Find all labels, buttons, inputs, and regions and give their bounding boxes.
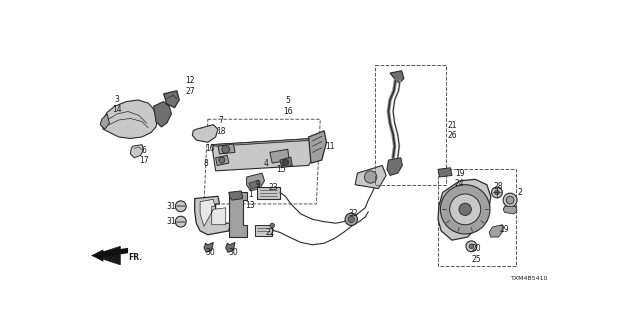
Polygon shape bbox=[212, 139, 316, 171]
Polygon shape bbox=[503, 206, 517, 214]
Polygon shape bbox=[229, 191, 243, 200]
Text: FR.: FR. bbox=[129, 253, 143, 262]
Polygon shape bbox=[200, 199, 226, 226]
Circle shape bbox=[270, 223, 275, 228]
Polygon shape bbox=[164, 91, 179, 108]
Circle shape bbox=[175, 216, 186, 227]
Text: TXM4B5410: TXM4B5410 bbox=[511, 276, 548, 281]
Polygon shape bbox=[249, 180, 260, 189]
Text: 31: 31 bbox=[166, 202, 176, 211]
Polygon shape bbox=[154, 101, 172, 127]
Polygon shape bbox=[438, 168, 452, 177]
Text: 3
14: 3 14 bbox=[113, 95, 122, 114]
Text: 7
18: 7 18 bbox=[216, 116, 226, 136]
Polygon shape bbox=[216, 156, 229, 165]
Polygon shape bbox=[92, 249, 103, 262]
Polygon shape bbox=[193, 124, 218, 142]
Circle shape bbox=[492, 187, 502, 198]
Text: 30: 30 bbox=[228, 248, 238, 257]
Text: 22: 22 bbox=[265, 228, 275, 237]
Polygon shape bbox=[308, 131, 326, 163]
Text: 23: 23 bbox=[269, 182, 278, 191]
Text: 8: 8 bbox=[204, 159, 209, 168]
Circle shape bbox=[219, 157, 225, 163]
Polygon shape bbox=[387, 158, 403, 175]
Polygon shape bbox=[438, 179, 491, 240]
Bar bbox=[438, 169, 516, 266]
Polygon shape bbox=[195, 196, 234, 235]
Text: 6
17: 6 17 bbox=[139, 146, 148, 165]
Polygon shape bbox=[270, 149, 289, 163]
Text: 32: 32 bbox=[348, 210, 358, 219]
Circle shape bbox=[282, 159, 289, 165]
Circle shape bbox=[459, 203, 472, 215]
Text: 21
26: 21 26 bbox=[447, 121, 457, 140]
Text: 29: 29 bbox=[500, 225, 509, 234]
Circle shape bbox=[450, 194, 481, 225]
Text: 19
24: 19 24 bbox=[455, 169, 465, 188]
Circle shape bbox=[175, 201, 186, 212]
Polygon shape bbox=[246, 173, 264, 191]
Polygon shape bbox=[355, 165, 386, 188]
Text: 11: 11 bbox=[325, 142, 334, 151]
Circle shape bbox=[348, 216, 355, 222]
Circle shape bbox=[466, 241, 477, 252]
Text: 2: 2 bbox=[518, 188, 523, 197]
Polygon shape bbox=[229, 192, 246, 237]
Text: 5
16: 5 16 bbox=[283, 96, 292, 116]
Polygon shape bbox=[131, 145, 143, 158]
Polygon shape bbox=[100, 114, 109, 129]
Polygon shape bbox=[390, 71, 404, 83]
Polygon shape bbox=[489, 225, 503, 237]
Circle shape bbox=[440, 185, 490, 234]
Text: 4: 4 bbox=[264, 159, 268, 168]
Polygon shape bbox=[218, 144, 235, 154]
Circle shape bbox=[364, 171, 377, 183]
Text: 20
25: 20 25 bbox=[472, 244, 482, 264]
Polygon shape bbox=[102, 100, 157, 139]
Bar bbox=[374, 65, 446, 185]
Circle shape bbox=[495, 190, 499, 195]
Polygon shape bbox=[226, 243, 235, 252]
Polygon shape bbox=[280, 157, 292, 168]
Circle shape bbox=[469, 244, 474, 249]
Text: 30: 30 bbox=[205, 248, 215, 257]
Text: 10: 10 bbox=[205, 144, 215, 153]
Text: 9: 9 bbox=[256, 180, 260, 189]
Polygon shape bbox=[97, 248, 128, 258]
Circle shape bbox=[506, 196, 514, 204]
Text: 12
27: 12 27 bbox=[185, 76, 195, 96]
Text: 1
13: 1 13 bbox=[246, 190, 255, 210]
Circle shape bbox=[503, 193, 517, 207]
Circle shape bbox=[345, 213, 358, 226]
Polygon shape bbox=[92, 246, 120, 265]
Text: 28: 28 bbox=[493, 182, 503, 191]
Bar bbox=[257, 187, 280, 199]
Circle shape bbox=[222, 145, 230, 153]
Polygon shape bbox=[212, 139, 316, 146]
Polygon shape bbox=[204, 243, 213, 252]
Text: 31: 31 bbox=[166, 217, 176, 226]
Text: 15: 15 bbox=[276, 165, 286, 174]
Bar bbox=[255, 225, 272, 236]
